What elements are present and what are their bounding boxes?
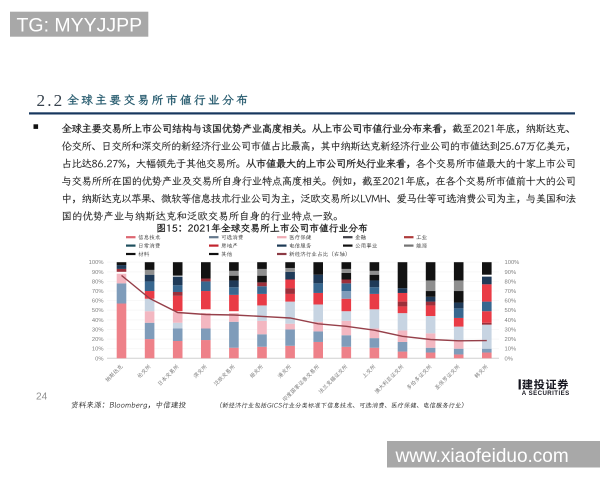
svg-text:80%: 80% [92, 279, 104, 285]
svg-text:30%: 30% [505, 328, 517, 334]
svg-text:60%: 60% [92, 299, 104, 305]
svg-text:2.2: 2.2 [37, 91, 65, 110]
svg-text:100%: 100% [505, 260, 520, 266]
svg-text:30%: 30% [92, 328, 104, 334]
svg-text:www.xiaofeiduo.com: www.xiaofeiduo.com [395, 446, 569, 467]
svg-text:0%: 0% [505, 356, 513, 362]
svg-text:50%: 50% [505, 308, 517, 314]
svg-text:0%: 0% [95, 356, 103, 362]
svg-text:90%: 90% [92, 270, 104, 276]
svg-text:60%: 60% [505, 299, 517, 305]
svg-text:10%: 10% [505, 347, 517, 353]
svg-text:50%: 50% [92, 308, 104, 314]
svg-text:40%: 40% [505, 318, 517, 324]
svg-text:20%: 20% [92, 337, 104, 343]
svg-text:20%: 20% [505, 337, 517, 343]
svg-text:A SECURITIES: A SECURITIES [522, 390, 570, 397]
svg-text:100%: 100% [89, 260, 104, 266]
svg-text:90%: 90% [505, 270, 517, 276]
svg-text:70%: 70% [92, 289, 104, 295]
svg-text:70%: 70% [505, 289, 517, 295]
svg-text:10%: 10% [92, 347, 104, 353]
svg-text:80%: 80% [505, 279, 517, 285]
svg-text:40%: 40% [92, 318, 104, 324]
svg-text:TG: MYYJJPP: TG: MYYJJPP [17, 15, 143, 37]
svg-text:24: 24 [36, 392, 48, 403]
